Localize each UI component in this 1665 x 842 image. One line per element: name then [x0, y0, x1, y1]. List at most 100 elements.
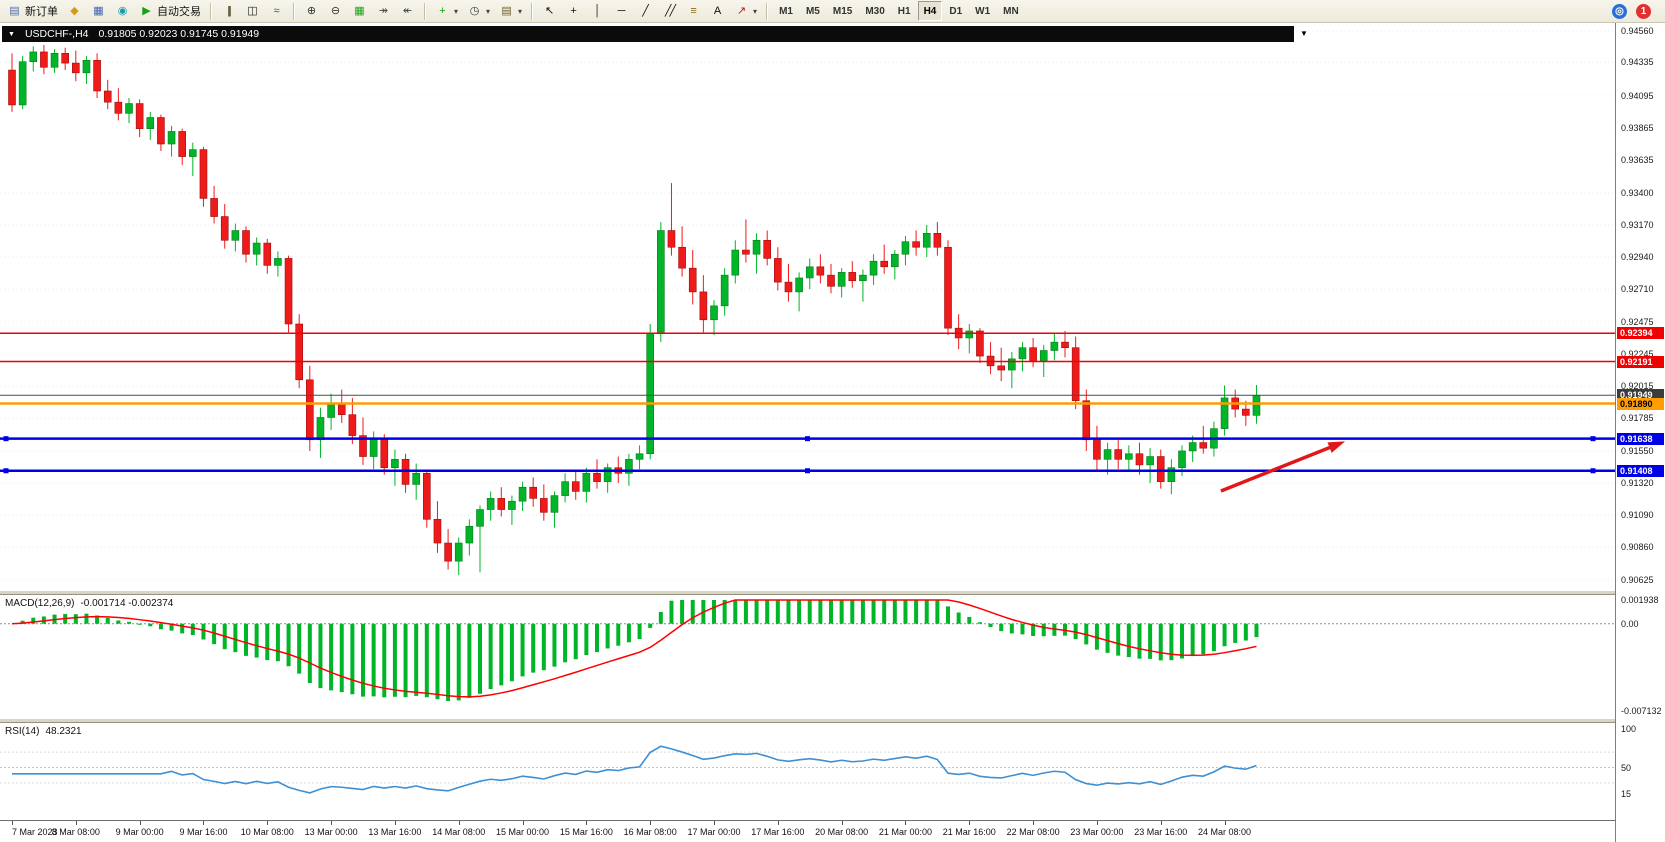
crosshair-tool-button[interactable]: + — [562, 1, 585, 21]
price-axis-label: 0.91785 — [1621, 413, 1654, 424]
trend-arrow[interactable] — [1220, 441, 1346, 493]
macd-axis-label: -0.007132 — [1621, 706, 1662, 716]
candlestick-mode-button[interactable]: ◫ — [241, 1, 264, 21]
line-chart-mode-icon: ≈ — [273, 4, 280, 17]
macd-values: -0.001714 -0.002374 — [80, 598, 174, 609]
macd-canvas[interactable] — [0, 595, 1615, 718]
text-tool-button[interactable]: A — [706, 1, 729, 21]
community-button[interactable]: ◎ — [1608, 1, 1631, 21]
navigator-button[interactable]: ◉ — [111, 1, 134, 21]
zoom-in-icon: ⊕ — [306, 4, 317, 17]
time-label: 10 Mar 08:00 — [240, 827, 294, 837]
cursor-tool-button[interactable]: ↖ — [538, 1, 561, 21]
fibonacci-tool-button[interactable]: ≡ — [682, 1, 705, 21]
time-label: 14 Mar 08:00 — [432, 827, 486, 837]
time-label: 24 Mar 08:00 — [1198, 827, 1252, 837]
templates-button[interactable]: ▤ ▾ — [495, 1, 526, 21]
time-tick — [650, 821, 652, 825]
price-axis-label: 0.93865 — [1621, 122, 1654, 133]
macd-splitter[interactable] — [0, 590, 1615, 595]
rsi-pane[interactable]: RSI(14) 48.2321 — [0, 723, 1615, 820]
timeframe-m30-button[interactable]: M30 — [859, 1, 890, 21]
auto-scroll-button[interactable]: ↠ — [372, 1, 395, 21]
timeframe-h1-button[interactable]: H1 — [892, 1, 917, 21]
timeframe-w1-button[interactable]: W1 — [969, 1, 996, 21]
community-icon: ◎ — [1612, 3, 1627, 19]
trendline-tool-icon: ╱ — [642, 4, 649, 17]
price-axis-label: 0.92015 — [1621, 381, 1654, 392]
time-label: 17 Mar 16:00 — [751, 827, 805, 837]
support-line-1[interactable] — [0, 436, 1615, 442]
new-order-button[interactable]: ▤ 新订单 — [3, 1, 62, 21]
price-badge-resistance-line-2: 0.92191 — [1617, 355, 1664, 368]
rsi-splitter[interactable] — [0, 718, 1615, 723]
arrows-tool-button[interactable]: ↗ ▾ — [730, 1, 761, 21]
price-gridlines — [0, 30, 1615, 581]
indicators-button[interactable]: + ▾ — [431, 1, 462, 21]
price-axis-label: 0.94335 — [1621, 57, 1654, 68]
timeframe-h4-button[interactable]: H4 — [917, 1, 943, 21]
timeframe-m5-button[interactable]: M5 — [800, 1, 826, 21]
time-label: 16 Mar 08:00 — [623, 827, 677, 837]
time-tick — [203, 821, 205, 825]
chart-menu-icon[interactable]: ▼ — [1300, 29, 1308, 38]
time-label: 23 Mar 16:00 — [1134, 827, 1188, 837]
time-label: 9 Mar 16:00 — [179, 827, 228, 837]
price-badge-pivot-line-orange: 0.91890 — [1617, 397, 1664, 410]
auto-trading-label: 自动交易 — [157, 6, 201, 18]
support-line-2[interactable] — [0, 468, 1615, 474]
chart-shift-button[interactable]: ↞ — [396, 1, 419, 21]
notifications-button[interactable]: 1 — [1632, 1, 1655, 21]
time-label: 8 Mar 08:00 — [51, 827, 100, 837]
market-watch-button[interactable]: ◆ — [63, 1, 86, 21]
auto-trading-button[interactable]: ▶ 自动交易 — [135, 1, 205, 21]
toolbar-separator — [766, 2, 769, 20]
price-axis-label: 0.93635 — [1621, 155, 1654, 166]
time-tick — [714, 821, 715, 825]
periods-button[interactable]: ◷ ▾ — [463, 1, 494, 21]
timeframe-d1-button[interactable]: D1 — [943, 1, 968, 21]
zoom-in-button[interactable]: ⊕ — [300, 1, 323, 21]
time-tick — [1224, 821, 1226, 825]
timeframe-mn-button[interactable]: MN — [997, 1, 1025, 21]
horizontal-line-tool-button[interactable]: ─ — [610, 1, 633, 21]
bar-chart-mode-button[interactable]: ||| — [217, 1, 240, 21]
vertical-line-tool-button[interactable]: │ — [586, 1, 609, 21]
main-chart-pane[interactable]: ▼ USDCHF-,H4 0.91805 0.92023 0.91745 0.9… — [0, 23, 1615, 590]
data-window-button[interactable]: ▦ — [87, 1, 110, 21]
chart-shift-icon: ↞ — [402, 4, 413, 17]
timeframe-m1-button[interactable]: M1 — [773, 1, 799, 21]
time-tick — [1160, 821, 1162, 825]
time-label: 13 Mar 00:00 — [304, 827, 358, 837]
zoom-out-button[interactable]: ⊖ — [324, 1, 347, 21]
channel-tool-button[interactable]: ╱╱ — [658, 1, 681, 21]
price-axis-label: 0.90860 — [1621, 542, 1654, 553]
chart-title-bar[interactable]: ▼ USDCHF-,H4 0.91805 0.92023 0.91745 0.9… — [2, 26, 1294, 42]
rsi-axis-label: 15 — [1621, 789, 1632, 800]
crosshair-tool-icon: + — [570, 4, 577, 17]
time-tick — [841, 821, 843, 825]
macd-pane[interactable]: MACD(12,26,9) -0.001714 -0.002374 — [0, 595, 1615, 718]
price-axis-label: 0.92710 — [1621, 284, 1654, 295]
time-label: 7 Mar 2023 — [12, 827, 58, 837]
indicators-dropdown-icon: ▾ — [454, 6, 459, 16]
timeframe-m15-button[interactable]: M15 — [827, 1, 858, 21]
time-tick — [267, 821, 269, 825]
main-chart-canvas[interactable] — [0, 23, 1615, 590]
trendline-tool-button[interactable]: ╱ — [634, 1, 657, 21]
indicators-icon: + — [439, 4, 446, 17]
rsi-axis-label: 50 — [1621, 762, 1632, 773]
time-axis[interactable]: 7 Mar 2023 8 Mar 08:00 9 Mar 00:00 9 Mar 16… — [0, 820, 1615, 842]
rsi-canvas[interactable] — [0, 723, 1615, 820]
macd-indicator-label: MACD(12,26,9) -0.001714 -0.002374 — [5, 598, 173, 609]
line-chart-mode-button[interactable]: ≈ — [265, 1, 288, 21]
price-axis-label: 0.92245 — [1621, 348, 1654, 359]
price-axis-label: 0.93170 — [1621, 219, 1654, 230]
collapse-icon[interactable]: ▼ — [8, 30, 15, 38]
tile-windows-button[interactable]: ▦ — [348, 1, 371, 21]
rsi-value: 48.2321 — [45, 726, 82, 737]
price-axis[interactable]: 0.94560 0.94335 0.94095 0.93865 0.93635 0.934… — [1615, 23, 1665, 842]
tile-windows-icon: ▦ — [354, 4, 365, 17]
price-axis-label: 0.92940 — [1621, 252, 1654, 263]
